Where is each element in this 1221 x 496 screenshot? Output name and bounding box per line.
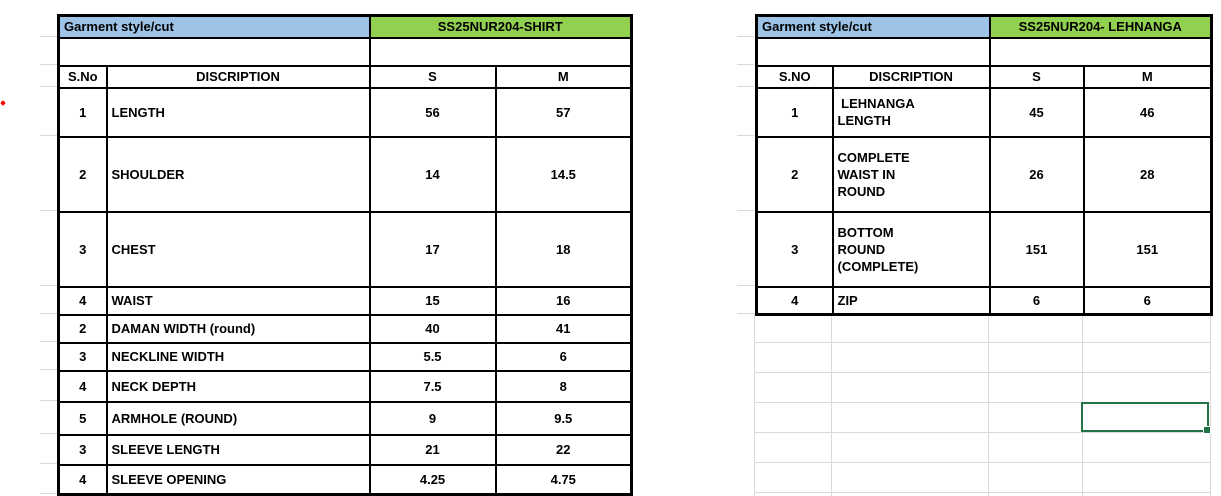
cell-sno[interactable]: 3	[755, 210, 834, 288]
table-row: 4 NECK DEPTH 7.5 8	[57, 369, 633, 403]
cell-size-m[interactable]: 6	[1082, 285, 1213, 316]
cell-sno[interactable]: 3	[57, 433, 108, 466]
cell-description[interactable]: ARMHOLE (ROUND)	[105, 400, 371, 436]
table-row: S.No DISCRIPTION S M	[57, 64, 633, 89]
empty-cells-grid	[754, 313, 1211, 496]
cell-size-s[interactable]: 15	[368, 285, 497, 316]
cell-size-s[interactable]: 56	[368, 86, 497, 138]
table-row: Garment style/cut SS25NUR204- LEHNANGA	[755, 14, 1213, 39]
cell-size-s[interactable]: 45	[988, 86, 1085, 138]
cell-size-m[interactable]: 16	[494, 285, 633, 316]
table-row: 3 BOTTOM ROUND (COMPLETE) 151 151	[755, 210, 1213, 288]
cell-size-s[interactable]: 26	[988, 135, 1085, 213]
table-row: 2 COMPLETE WAIST IN ROUND 26 28	[755, 135, 1213, 213]
blank-cell[interactable]	[755, 36, 991, 67]
table-row: 2 DAMAN WIDTH (round) 40 41	[57, 313, 633, 344]
cell-size-m[interactable]: 46	[1082, 86, 1213, 138]
cell-size-s[interactable]: 17	[368, 210, 497, 288]
garment-style-label[interactable]: Garment style/cut	[755, 14, 991, 39]
blank-cell[interactable]	[368, 36, 633, 67]
cell-size-m[interactable]: 8	[494, 369, 633, 403]
cell-size-s[interactable]: 7.5	[368, 369, 497, 403]
cell-description[interactable]: NECKLINE WIDTH	[105, 341, 371, 372]
table-row: 1 LEHNANGA LENGTH 45 46	[755, 86, 1213, 138]
cell-description[interactable]: ZIP	[831, 285, 991, 316]
table-row: 3 SLEEVE LENGTH 21 22	[57, 433, 633, 466]
cell-size-m[interactable]: 41	[494, 313, 633, 344]
blank-cell[interactable]	[57, 36, 371, 67]
cell-sno[interactable]: 1	[57, 86, 108, 138]
garment-style-label[interactable]: Garment style/cut	[57, 14, 371, 39]
col-header-size-m[interactable]: M	[494, 64, 633, 89]
col-header-sno[interactable]: S.No	[57, 64, 108, 89]
cell-size-m[interactable]: 14.5	[494, 135, 633, 213]
style-code-lehnanga[interactable]: SS25NUR204- LEHNANGA	[988, 14, 1213, 39]
cell-description[interactable]: BOTTOM ROUND (COMPLETE)	[831, 210, 991, 288]
cell-description[interactable]: NECK DEPTH	[105, 369, 371, 403]
cell-description[interactable]: CHEST	[105, 210, 371, 288]
cell-size-s[interactable]: 151	[988, 210, 1085, 288]
cell-size-m[interactable]: 6	[494, 341, 633, 372]
cell-size-m[interactable]: 18	[494, 210, 633, 288]
cell-description[interactable]: COMPLETE WAIST IN ROUND	[831, 135, 991, 213]
cell-size-m[interactable]: 151	[1082, 210, 1213, 288]
cell-size-s[interactable]: 40	[368, 313, 497, 344]
col-header-size-m[interactable]: M	[1082, 64, 1213, 89]
cell-description[interactable]: SHOULDER	[105, 135, 371, 213]
cell-sno[interactable]: 4	[755, 285, 834, 316]
cell-sno[interactable]: 3	[57, 341, 108, 372]
cell-description[interactable]: DAMAN WIDTH (round)	[105, 313, 371, 344]
cell-description[interactable]: SLEEVE OPENING	[105, 463, 371, 496]
cell-sno[interactable]: 3	[57, 210, 108, 288]
table-row: S.NO DISCRIPTION S M	[755, 64, 1213, 89]
col-header-description[interactable]: DISCRIPTION	[105, 64, 371, 89]
table-row: 4 ZIP 6 6	[755, 285, 1213, 316]
table-row	[755, 36, 1213, 67]
blank-cell[interactable]	[988, 36, 1213, 67]
table-row: 1 LENGTH 56 57	[57, 86, 633, 138]
cell-description[interactable]: WAIST	[105, 285, 371, 316]
table-row: 2 SHOULDER 14 14.5	[57, 135, 633, 213]
fill-handle[interactable]	[1203, 426, 1211, 434]
cell-description[interactable]: SLEEVE LENGTH	[105, 433, 371, 466]
cell-size-s[interactable]: 21	[368, 433, 497, 466]
cell-size-s[interactable]: 9	[368, 400, 497, 436]
lehnanga-size-table: Garment style/cut SS25NUR204- LEHNANGA S…	[755, 14, 1214, 316]
cell-sno[interactable]: 4	[57, 369, 108, 403]
cell-size-s[interactable]: 5.5	[368, 341, 497, 372]
table-row: Garment style/cut SS25NUR204-SHIRT	[57, 14, 633, 39]
cell-size-m[interactable]: 57	[494, 86, 633, 138]
cell-description[interactable]: LEHNANGA LENGTH	[831, 86, 991, 138]
cell-description[interactable]: LENGTH	[105, 86, 371, 138]
cell-size-s[interactable]: 6	[988, 285, 1085, 316]
cell-sno[interactable]: 1	[755, 86, 834, 138]
cell-sno[interactable]: 2	[755, 135, 834, 213]
col-header-description[interactable]: DISCRIPTION	[831, 64, 991, 89]
cell-sno[interactable]: 4	[57, 285, 108, 316]
cell-sno[interactable]: 2	[57, 313, 108, 344]
style-code-shirt[interactable]: SS25NUR204-SHIRT	[368, 14, 633, 39]
cell-size-m[interactable]: 9.5	[494, 400, 633, 436]
col-header-sno[interactable]: S.NO	[755, 64, 834, 89]
col-header-size-s[interactable]: S	[368, 64, 497, 89]
table-row: 4 SLEEVE OPENING 4.25 4.75	[57, 463, 633, 496]
red-marker	[0, 100, 6, 106]
table-row: 3 CHEST 17 18	[57, 210, 633, 288]
table-row: 5 ARMHOLE (ROUND) 9 9.5	[57, 400, 633, 436]
selected-cell[interactable]	[1081, 402, 1211, 434]
table-row: 3 NECKLINE WIDTH 5.5 6	[57, 341, 633, 372]
table-row: 4 WAIST 15 16	[57, 285, 633, 316]
table-row	[57, 36, 633, 67]
cell-size-m[interactable]: 28	[1082, 135, 1213, 213]
cell-size-s[interactable]: 14	[368, 135, 497, 213]
cell-size-m[interactable]: 22	[494, 433, 633, 466]
cell-sno[interactable]: 2	[57, 135, 108, 213]
cell-size-s[interactable]: 4.25	[368, 463, 497, 496]
col-header-size-s[interactable]: S	[988, 64, 1085, 89]
cell-size-m[interactable]: 4.75	[494, 463, 633, 496]
shirt-size-table: Garment style/cut SS25NUR204-SHIRT S.No …	[57, 14, 634, 496]
cell-sno[interactable]: 5	[57, 400, 108, 436]
cell-sno[interactable]: 4	[57, 463, 108, 496]
